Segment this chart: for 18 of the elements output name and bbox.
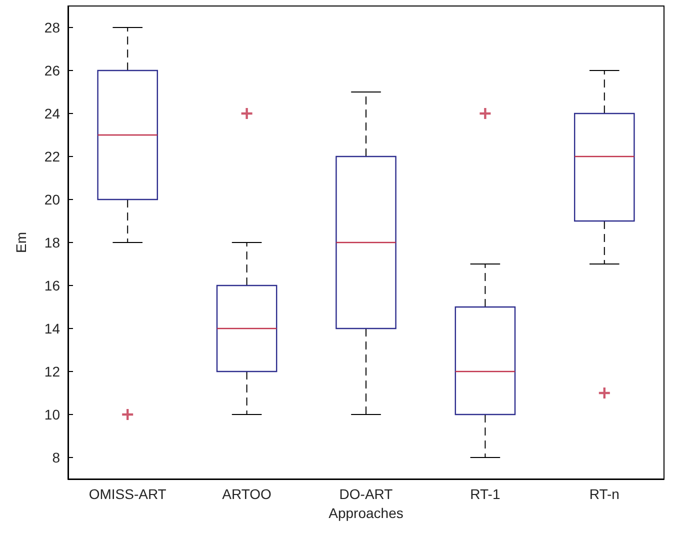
x-tick-label: DO-ART [339,486,394,502]
y-tick-label: 8 [52,450,60,466]
y-tick-label: 14 [44,320,60,336]
y-tick-label: 20 [44,192,60,208]
y-tick-label: 22 [44,148,60,164]
x-tick-label: OMISS-ART [88,486,167,502]
y-tick-label: 10 [44,406,60,422]
y-tick-label: 26 [44,62,60,78]
y-tick-label: 18 [44,234,60,250]
x-tick-label: RT-1 [470,486,500,502]
y-tick-label: 12 [44,364,60,380]
y-axis-title: Em [13,232,29,253]
x-axis-title: Approaches [328,504,404,521]
x-tick-label: RT-n [589,486,620,502]
y-tick-label: 16 [44,278,60,294]
y-tick-label: 28 [44,20,60,36]
y-tick-label: 24 [44,106,60,122]
x-tick-label: ARTOO [222,486,272,502]
